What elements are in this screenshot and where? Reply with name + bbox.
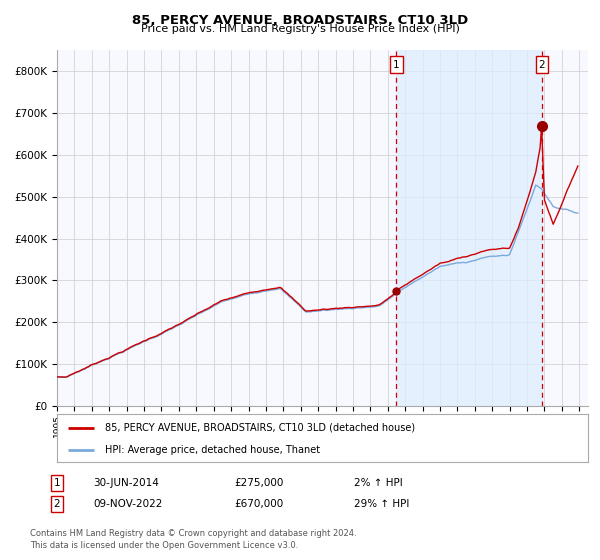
Text: 2: 2 <box>539 59 545 69</box>
Text: HPI: Average price, detached house, Thanet: HPI: Average price, detached house, Than… <box>105 445 320 455</box>
Text: 1: 1 <box>393 59 400 69</box>
Text: 85, PERCY AVENUE, BROADSTAIRS, CT10 3LD: 85, PERCY AVENUE, BROADSTAIRS, CT10 3LD <box>132 14 468 27</box>
Text: Contains HM Land Registry data © Crown copyright and database right 2024.: Contains HM Land Registry data © Crown c… <box>30 529 356 538</box>
Text: 30-JUN-2014: 30-JUN-2014 <box>93 478 159 488</box>
Text: £670,000: £670,000 <box>234 499 283 509</box>
Text: 09-NOV-2022: 09-NOV-2022 <box>93 499 163 509</box>
Text: 2: 2 <box>53 499 61 509</box>
Text: 2% ↑ HPI: 2% ↑ HPI <box>354 478 403 488</box>
Text: 29% ↑ HPI: 29% ↑ HPI <box>354 499 409 509</box>
Text: This data is licensed under the Open Government Licence v3.0.: This data is licensed under the Open Gov… <box>30 541 298 550</box>
Text: 1: 1 <box>53 478 61 488</box>
Text: 85, PERCY AVENUE, BROADSTAIRS, CT10 3LD (detached house): 85, PERCY AVENUE, BROADSTAIRS, CT10 3LD … <box>105 423 415 433</box>
Text: £275,000: £275,000 <box>234 478 283 488</box>
Bar <box>397 50 542 406</box>
Text: Price paid vs. HM Land Registry's House Price Index (HPI): Price paid vs. HM Land Registry's House … <box>140 24 460 34</box>
